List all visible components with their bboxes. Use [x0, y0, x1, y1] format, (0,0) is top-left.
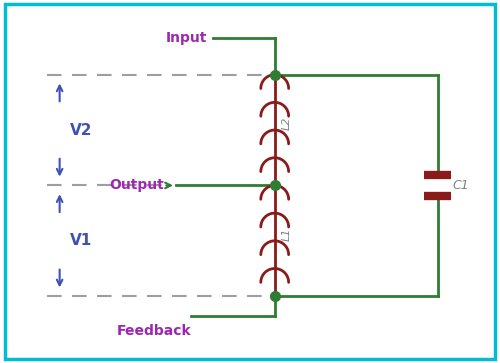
Text: Output: Output: [109, 179, 164, 192]
Text: C1: C1: [452, 179, 469, 192]
Text: L1: L1: [282, 228, 292, 241]
Text: L2: L2: [282, 117, 292, 130]
Text: Input: Input: [166, 31, 207, 45]
Text: V2: V2: [70, 123, 92, 138]
Text: Feedback: Feedback: [116, 324, 191, 338]
Text: V1: V1: [70, 233, 92, 248]
